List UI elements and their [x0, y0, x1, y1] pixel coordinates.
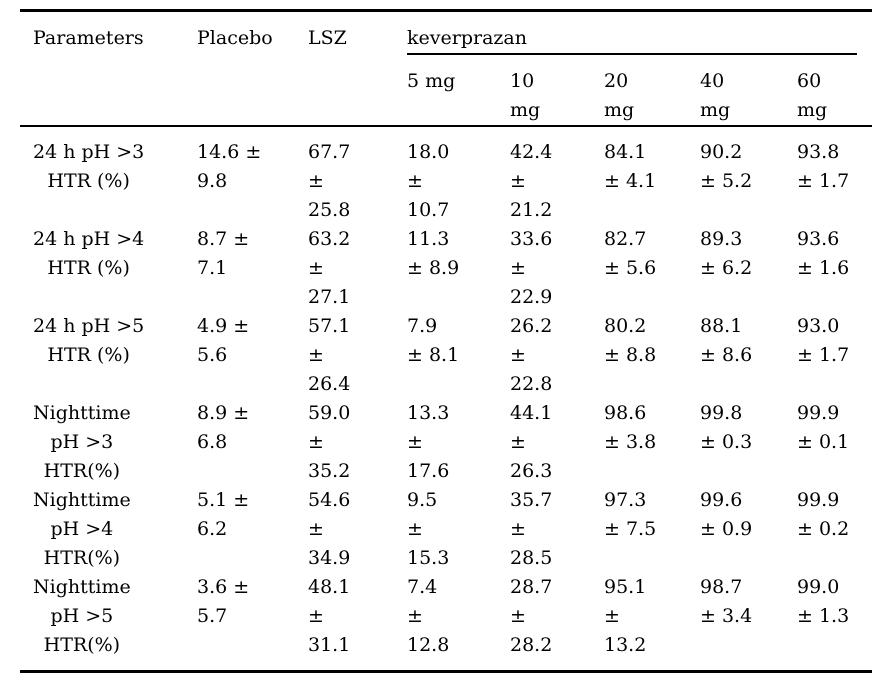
cell-kev-20mg: 84.1 ± 4.1 [604, 141, 657, 192]
results-table: Parameters Placebo LSZ keverprazan 5 mg … [20, 9, 872, 673]
param-label: 24 h pH >5 HTR (%) [33, 312, 197, 370]
cell-kev-10mg: 28.7 ± 28.2 [510, 576, 553, 656]
param-label-text: Nighttime pH >5 HTR(%) [33, 576, 131, 656]
cell-lsz: 63.2 ± 27.1 [308, 228, 351, 308]
cell-kev-60mg: 93.0 ± 1.7 [797, 315, 850, 366]
table-row: Nighttime pH >5 HTR(%) 3.6 ± 5.7 48.1 ± … [20, 573, 872, 660]
cell-kev-40mg: 99.6 ± 0.9 [700, 489, 753, 540]
cell-placebo: 4.9 ± 5.6 [197, 315, 250, 366]
column-header-placebo: Placebo [197, 27, 273, 49]
param-label-text: 24 h pH >5 HTR (%) [33, 315, 145, 366]
cell-placebo: 5.1 ± 6.2 [197, 489, 250, 540]
cell-kev-60mg: 99.9 ± 0.2 [797, 489, 850, 540]
dose-header-40mg: 40 mg [700, 70, 731, 121]
dose-header-20mg: 20 mg [604, 70, 635, 121]
dose-header-60mg: 60 mg [797, 70, 828, 121]
dose-header-5mg: 5 mg [407, 70, 456, 92]
cell-kev-5mg: 13.3 ± 17.6 [407, 402, 450, 482]
param-label: Nighttime pH >4 HTR(%) [33, 486, 197, 573]
param-label-text: Nighttime pH >4 HTR(%) [33, 489, 131, 569]
cell-kev-10mg: 42.4 ± 21.2 [510, 141, 553, 221]
cell-kev-10mg: 33.6 ± 22.9 [510, 228, 553, 308]
param-label: 24 h pH >4 HTR (%) [33, 225, 197, 283]
cell-placebo: 14.6 ± 9.8 [197, 141, 262, 192]
cell-kev-60mg: 99.9 ± 0.1 [797, 402, 850, 453]
cell-kev-60mg: 93.6 ± 1.6 [797, 228, 850, 279]
cell-kev-40mg: 98.7 ± 3.4 [700, 576, 753, 627]
cell-kev-5mg: 11.3 ± 8.9 [407, 228, 460, 279]
table-row: Nighttime pH >3 HTR(%) 8.9 ± 6.8 59.0 ± … [20, 399, 872, 486]
cell-placebo: 8.9 ± 6.8 [197, 402, 250, 453]
cell-kev-10mg: 44.1 ± 26.3 [510, 402, 553, 482]
cell-kev-40mg: 99.8 ± 0.3 [700, 402, 753, 453]
table-row: 24 h pH >4 HTR (%) 8.7 ± 7.1 63.2 ± 27.1… [20, 225, 872, 312]
table-row: 24 h pH >5 HTR (%) 4.9 ± 5.6 57.1 ± 26.4… [20, 312, 872, 399]
table-body: 24 h pH >3 HTR (%) 14.6 ± 9.8 67.7 ± 25.… [20, 127, 872, 670]
cell-kev-40mg: 88.1 ± 8.6 [700, 315, 753, 366]
param-label: Nighttime pH >5 HTR(%) [33, 573, 197, 660]
column-header-lsz: LSZ [308, 27, 347, 49]
table-row: 24 h pH >3 HTR (%) 14.6 ± 9.8 67.7 ± 25.… [20, 138, 872, 225]
param-label-text: 24 h pH >3 HTR (%) [33, 141, 145, 192]
cell-kev-20mg: 98.6 ± 3.8 [604, 402, 657, 453]
param-label-text: Nighttime pH >3 HTR(%) [33, 402, 131, 482]
cell-kev-20mg: 82.7 ± 5.6 [604, 228, 657, 279]
param-label: 24 h pH >3 HTR (%) [33, 138, 197, 196]
cell-kev-5mg: 9.5 ± 15.3 [407, 489, 450, 569]
table-header: Parameters Placebo LSZ keverprazan 5 mg … [20, 12, 872, 127]
column-header-parameters: Parameters [33, 27, 144, 49]
cell-kev-5mg: 18.0 ± 10.7 [407, 141, 450, 221]
cell-kev-5mg: 7.4 ± 12.8 [407, 576, 450, 656]
cell-kev-40mg: 89.3 ± 6.2 [700, 228, 753, 279]
cell-kev-20mg: 97.3 ± 7.5 [604, 489, 657, 540]
cell-placebo: 8.7 ± 7.1 [197, 228, 250, 279]
cell-placebo: 3.6 ± 5.7 [197, 576, 250, 627]
param-label-text: 24 h pH >4 HTR (%) [33, 228, 145, 279]
cell-lsz: 54.6 ± 34.9 [308, 489, 351, 569]
cell-lsz: 59.0 ± 35.2 [308, 402, 351, 482]
cell-kev-60mg: 93.8 ± 1.7 [797, 141, 850, 192]
cell-lsz: 57.1 ± 26.4 [308, 315, 351, 395]
cell-kev-5mg: 7.9 ± 8.1 [407, 315, 460, 366]
dose-header-10mg: 10 mg [510, 70, 541, 121]
cell-kev-20mg: 80.2 ± 8.8 [604, 315, 657, 366]
cell-kev-10mg: 26.2 ± 22.8 [510, 315, 553, 395]
column-group-header-keverprazan: keverprazan [407, 24, 857, 55]
cell-kev-40mg: 90.2 ± 5.2 [700, 141, 753, 192]
param-label: Nighttime pH >3 HTR(%) [33, 399, 197, 486]
cell-kev-60mg: 99.0 ± 1.3 [797, 576, 850, 627]
table-row: Nighttime pH >4 HTR(%) 5.1 ± 6.2 54.6 ± … [20, 486, 872, 573]
cell-lsz: 67.7 ± 25.8 [308, 141, 351, 221]
cell-lsz: 48.1 ± 31.1 [308, 576, 351, 656]
cell-kev-20mg: 95.1 ± 13.2 [604, 576, 647, 656]
cell-kev-10mg: 35.7 ± 28.5 [510, 489, 553, 569]
